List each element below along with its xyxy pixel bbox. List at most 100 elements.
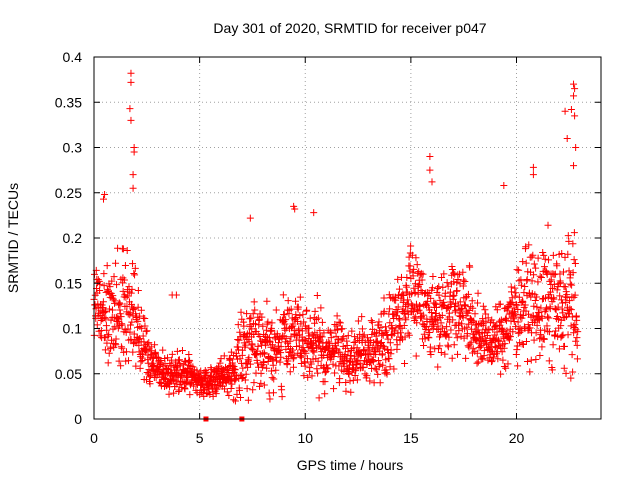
data-point <box>189 363 197 371</box>
data-point <box>523 276 531 284</box>
data-point <box>426 153 434 161</box>
data-point <box>466 263 474 271</box>
data-point <box>374 357 382 365</box>
data-point <box>131 264 139 272</box>
data-point <box>298 352 306 360</box>
data-point <box>352 361 360 369</box>
data-point <box>404 307 412 315</box>
data-point <box>453 287 461 295</box>
y-tick-label: 0 <box>74 411 82 427</box>
data-point <box>333 312 341 320</box>
data-point <box>119 287 127 295</box>
data-point <box>96 280 104 288</box>
data-point <box>567 374 575 382</box>
data-point <box>439 324 447 332</box>
data-point <box>236 386 244 394</box>
data-point <box>519 340 527 348</box>
data-point <box>168 350 176 358</box>
data-point <box>526 324 534 332</box>
data-point <box>514 318 522 326</box>
data-point <box>559 268 567 276</box>
data-point <box>459 268 467 276</box>
data-point <box>562 369 570 377</box>
data-point <box>530 336 538 344</box>
data-point <box>153 353 161 361</box>
data-point <box>437 319 445 327</box>
data-point <box>314 357 322 365</box>
data-point <box>347 388 355 396</box>
data-point <box>522 243 530 251</box>
data-point <box>307 360 315 368</box>
data-point <box>572 337 580 345</box>
grid-lines <box>94 57 601 419</box>
data-point <box>474 289 482 297</box>
data-point <box>336 375 344 383</box>
data-point <box>286 337 294 345</box>
data-point <box>288 346 296 354</box>
data-point <box>296 293 304 301</box>
data-point <box>445 309 453 317</box>
data-point <box>363 372 371 380</box>
data-point <box>417 269 425 277</box>
data-point <box>511 284 519 292</box>
data-point <box>413 261 421 269</box>
data-point <box>540 263 548 271</box>
data-point <box>370 379 378 387</box>
data-point <box>529 312 537 320</box>
data-point <box>252 351 260 359</box>
data-point <box>474 299 482 307</box>
data-point <box>463 323 471 331</box>
data-point <box>436 342 444 350</box>
data-point <box>281 320 289 328</box>
data-point <box>269 389 277 397</box>
data-point <box>243 385 251 393</box>
data-point <box>118 344 126 352</box>
data-point <box>333 322 341 330</box>
data-point <box>426 166 434 174</box>
data-point <box>384 345 392 353</box>
data-point <box>302 336 310 344</box>
data-point <box>316 326 324 334</box>
data-point <box>481 306 489 314</box>
data-point <box>536 352 544 360</box>
data-point <box>412 352 420 360</box>
data-point <box>359 332 367 340</box>
data-point <box>549 251 557 259</box>
data-point <box>393 341 401 349</box>
data-point <box>514 362 522 370</box>
data-point <box>238 374 246 382</box>
data-point <box>474 358 482 366</box>
data-point <box>286 368 294 376</box>
y-tick-label: 0.35 <box>55 94 82 110</box>
data-point <box>517 281 525 289</box>
data-point <box>513 346 521 354</box>
data-point <box>270 375 278 383</box>
data-point <box>369 358 377 366</box>
data-point <box>454 275 462 283</box>
data-point <box>306 314 314 322</box>
data-point <box>390 365 398 373</box>
data-point <box>119 245 127 253</box>
data-point <box>526 368 534 376</box>
data-point <box>556 292 564 300</box>
data-point <box>473 359 481 367</box>
data-point <box>111 297 119 305</box>
data-point <box>122 348 130 356</box>
data-point <box>569 368 577 376</box>
data-point <box>467 338 475 346</box>
data-point <box>282 316 290 324</box>
data-point <box>124 357 132 365</box>
data-point <box>378 350 386 358</box>
data-point <box>557 322 565 330</box>
data-point <box>408 251 416 259</box>
data-point <box>314 369 322 377</box>
data-point <box>235 336 243 344</box>
data-point <box>142 327 150 335</box>
data-point <box>272 366 280 374</box>
data-point <box>514 305 522 313</box>
data-point <box>384 335 392 343</box>
data-point <box>529 171 537 179</box>
data-point <box>110 273 118 281</box>
x-tick-label: 5 <box>196 430 204 446</box>
data-point <box>530 271 538 279</box>
